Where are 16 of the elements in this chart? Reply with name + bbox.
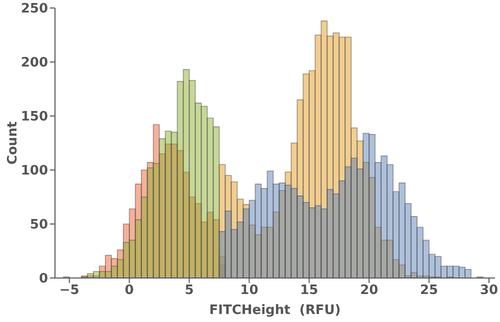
y-tick-label: 0: [38, 272, 48, 287]
x-tick-label: 15: [300, 283, 318, 298]
y-tick-label: 150: [20, 110, 48, 125]
y-tick-label: 50: [30, 218, 48, 233]
x-tick-label: 25: [420, 283, 438, 298]
x-tick-label: 0: [124, 283, 134, 298]
y-tick-label: 250: [20, 2, 48, 17]
x-tick-label: −5: [59, 283, 80, 298]
y-tick-label: 200: [20, 56, 48, 71]
y-axis-title: Count: [6, 121, 21, 165]
x-tick-label: 20: [360, 283, 378, 298]
x-tick-label: 30: [480, 283, 498, 298]
x-tick-label: 10: [240, 283, 258, 298]
x-tick-label: 5: [184, 283, 194, 298]
x-axis-title: FITCHeight (RFU): [209, 303, 341, 318]
y-tick-label: 100: [20, 164, 48, 179]
